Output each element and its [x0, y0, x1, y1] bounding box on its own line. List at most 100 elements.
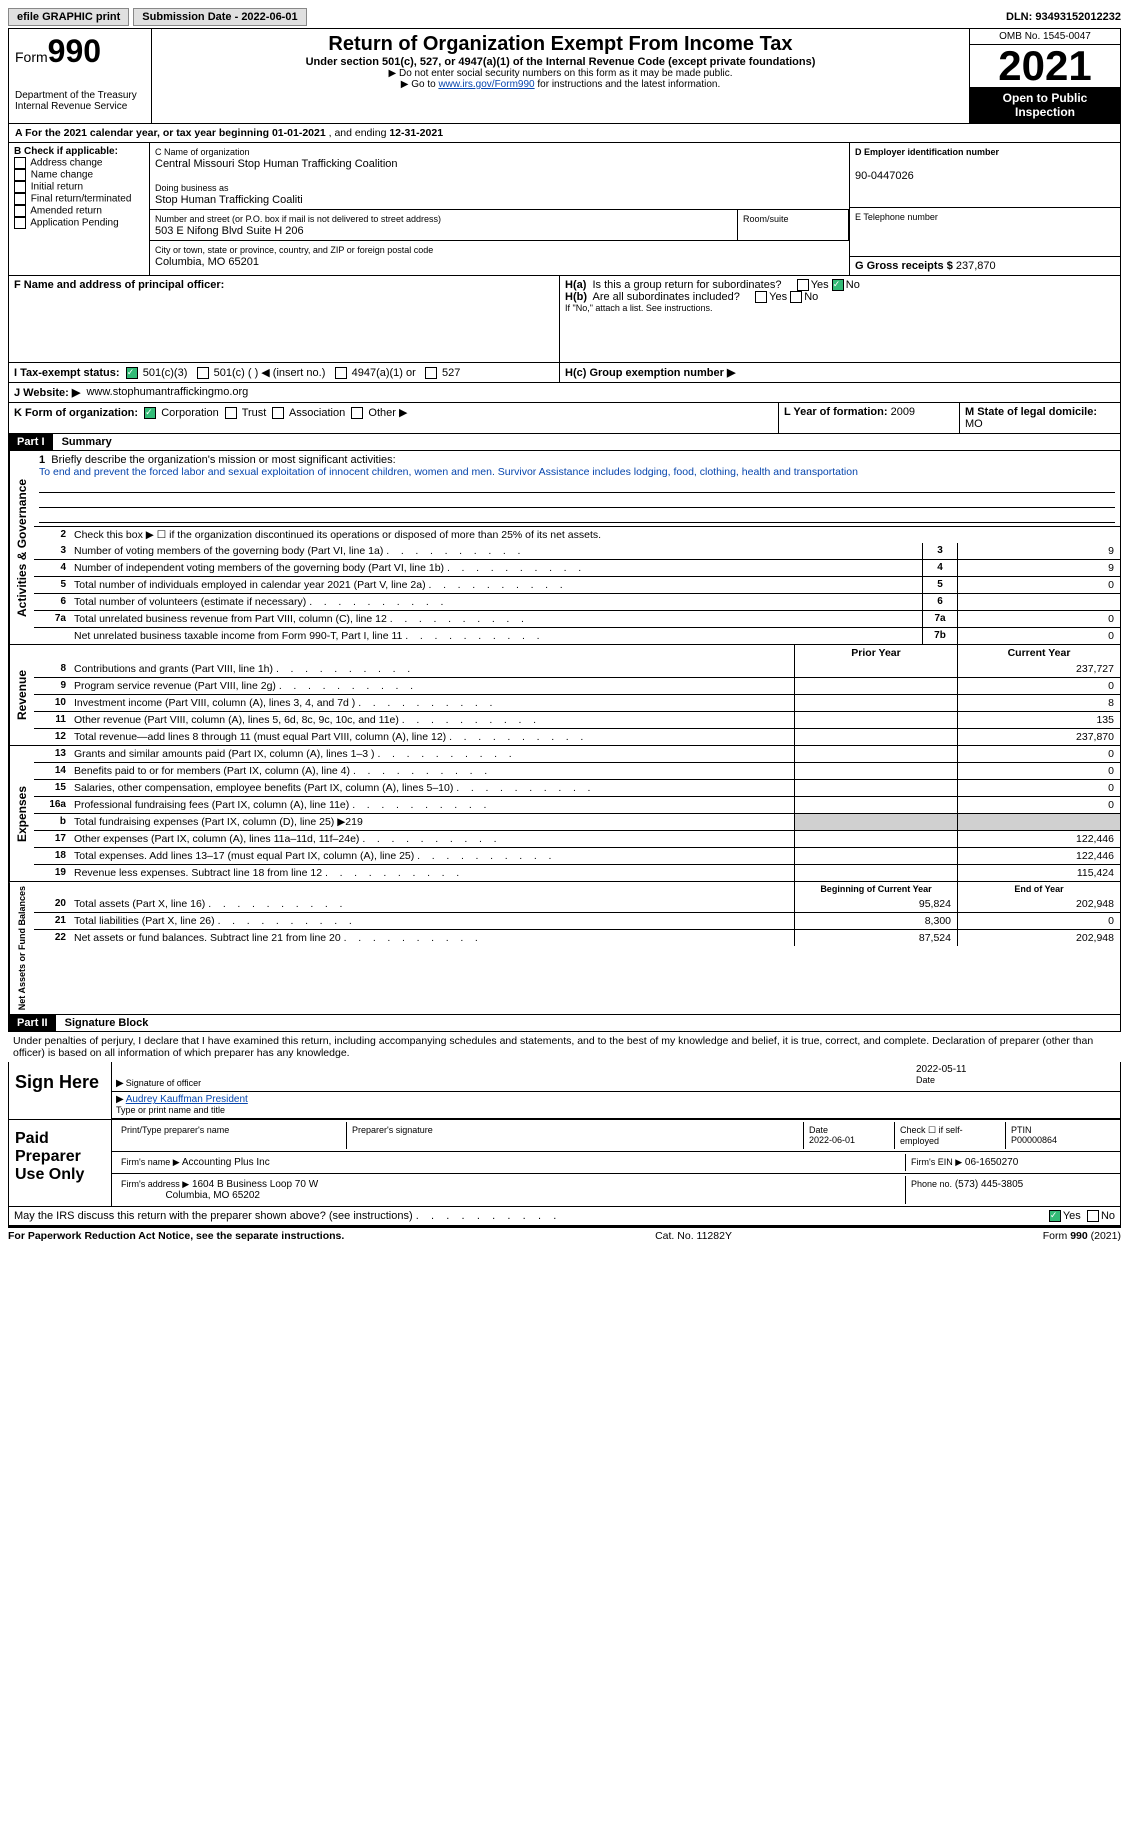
hb-no-checkbox[interactable]: [790, 291, 802, 303]
form-title: Return of Organization Exempt From Incom…: [156, 33, 965, 56]
firm-phone: (573) 445-3805: [955, 1179, 1023, 1190]
ein-label: D Employer identification number: [855, 147, 999, 157]
colb-checkbox[interactable]: [14, 205, 26, 217]
ein-value: 90-0447026: [855, 170, 914, 182]
top-toolbar: efile GRAPHIC print Submission Date - 20…: [8, 8, 1121, 26]
part2-header: Part II Signature Block: [8, 1015, 1121, 1032]
summary-line: 3Number of voting members of the governi…: [34, 543, 1120, 559]
dept-treasury: Department of the Treasury: [15, 90, 145, 101]
phone-label: E Telephone number: [855, 212, 938, 222]
501c-checkbox[interactable]: [197, 367, 209, 379]
colb-checkbox[interactable]: [14, 157, 26, 169]
officer-name: Audrey Kauffman President: [126, 1094, 248, 1105]
discuss-no-checkbox[interactable]: [1087, 1210, 1099, 1222]
h-a: H(a) Is this a group return for subordin…: [565, 279, 1115, 291]
paid-preparer-label: Paid Preparer Use Only: [9, 1120, 112, 1206]
date-label: Date: [916, 1075, 935, 1085]
assoc-checkbox[interactable]: [272, 407, 284, 419]
street-value: 503 E Nifong Blvd Suite H 206: [155, 225, 304, 237]
page-footer: For Paperwork Reduction Act Notice, see …: [8, 1226, 1121, 1244]
line-2: Check this box ▶ ☐ if the organization d…: [70, 527, 1120, 543]
firm-address: 1604 B Business Loop 70 W: [192, 1179, 318, 1190]
eoy-header: End of Year: [957, 882, 1120, 896]
trust-checkbox[interactable]: [225, 407, 237, 419]
h-note: If "No," attach a list. See instructions…: [565, 303, 1115, 313]
open-to-public: Open to Public Inspection: [970, 87, 1120, 123]
firm-name: Accounting Plus Inc: [182, 1157, 270, 1168]
self-employed: Check ☐ if self-employed: [895, 1122, 1006, 1149]
ha-yes-checkbox[interactable]: [797, 279, 809, 291]
may-irs-discuss: May the IRS discuss this return with the…: [8, 1207, 1121, 1226]
street-label: Number and street (or P.O. box if mail i…: [155, 214, 441, 224]
room-label: Room/suite: [743, 214, 789, 224]
discuss-yes-checkbox[interactable]: [1049, 1210, 1061, 1222]
summary-line: 6Total number of volunteers (estimate if…: [34, 593, 1120, 610]
state-domicile-label: M State of legal domicile:: [965, 406, 1097, 418]
colb-checkbox[interactable]: [14, 181, 26, 193]
revenue-section: Revenue Prior Year Current Year 8Contrib…: [8, 645, 1121, 746]
part1-header: Part I Summary: [8, 434, 1121, 451]
city-label: City or town, state or province, country…: [155, 245, 433, 255]
colb-item: Final return/terminated: [14, 193, 144, 205]
ha-no-checkbox[interactable]: [832, 279, 844, 291]
corp-checkbox[interactable]: [144, 407, 156, 419]
hb-yes-checkbox[interactable]: [755, 291, 767, 303]
vlabel-revenue: Revenue: [9, 645, 34, 745]
form-header: Form990 Department of the Treasury Inter…: [8, 28, 1121, 124]
4947-checkbox[interactable]: [335, 367, 347, 379]
expenses-section: Expenses 13Grants and similar amounts pa…: [8, 746, 1121, 882]
tax-exempt-row: I Tax-exempt status: 501(c)(3) 501(c) ( …: [8, 363, 1121, 383]
summary-line: 14Benefits paid to or for members (Part …: [34, 762, 1120, 779]
website-row: J Website: ▶ www.stophumantraffickingmo.…: [8, 383, 1121, 403]
firm-ein: 06-1650270: [965, 1157, 1018, 1168]
dba-value: Stop Human Trafficking Coaliti: [155, 194, 303, 206]
dba-label: Doing business as: [155, 183, 229, 193]
colb-checkbox[interactable]: [14, 217, 26, 229]
colb-checkbox[interactable]: [14, 169, 26, 181]
527-checkbox[interactable]: [425, 367, 437, 379]
row-k: K Form of organization: Corporation Trus…: [8, 403, 1121, 434]
irs-link[interactable]: www.irs.gov/Form990: [438, 79, 534, 90]
form-ref: Form 990 (2021): [1043, 1230, 1121, 1242]
mission-label: Briefly describe the organization's miss…: [51, 454, 395, 466]
year-formation-label: L Year of formation:: [784, 406, 888, 418]
summary-line: 16aProfessional fundraising fees (Part I…: [34, 796, 1120, 813]
vlabel-netassets: Net Assets or Fund Balances: [9, 882, 34, 1014]
summary-line: 12Total revenue—add lines 8 through 11 (…: [34, 728, 1120, 745]
state-domicile: MO: [965, 418, 983, 430]
prep-date: 2022-06-01: [809, 1135, 855, 1145]
note-ssn: ▶ Do not enter social security numbers o…: [156, 68, 965, 79]
colb-item: Amended return: [14, 205, 144, 217]
city-value: Columbia, MO 65201: [155, 256, 259, 268]
row-j-label: J Website: ▶: [14, 386, 80, 399]
501c3-checkbox[interactable]: [126, 367, 138, 379]
colb-checkbox[interactable]: [14, 193, 26, 205]
summary-line: 15Salaries, other compensation, employee…: [34, 779, 1120, 796]
cat-no: Cat. No. 11282Y: [655, 1230, 732, 1242]
colb-item: Name change: [14, 169, 144, 181]
boy-header: Beginning of Current Year: [794, 882, 957, 896]
paid-preparer-block: Paid Preparer Use Only Print/Type prepar…: [8, 1120, 1121, 1207]
form-number: Form990: [15, 33, 145, 70]
sign-here-block: Sign Here Signature of officer 2022-05-1…: [8, 1062, 1121, 1120]
efile-print-button[interactable]: efile GRAPHIC print: [8, 8, 129, 26]
irs-label: Internal Revenue Service: [15, 101, 145, 112]
h-c: H(c) Group exemption number ▶: [565, 367, 735, 379]
other-checkbox[interactable]: [351, 407, 363, 419]
row-k-label: K Form of organization:: [14, 407, 138, 419]
type-name-label: Type or print name and title: [116, 1105, 225, 1115]
vlabel-activities: Activities & Governance: [9, 451, 34, 644]
sign-here-label: Sign Here: [9, 1062, 112, 1119]
summary-line: 19Revenue less expenses. Subtract line 1…: [34, 864, 1120, 881]
sig-date: 2022-05-11: [916, 1064, 966, 1075]
col-b-label: B Check if applicable:: [14, 146, 118, 157]
summary-line: bTotal fundraising expenses (Part IX, co…: [34, 813, 1120, 830]
summary-line: 8Contributions and grants (Part VIII, li…: [34, 661, 1120, 677]
submission-date-button[interactable]: Submission Date - 2022-06-01: [133, 8, 306, 26]
ptin: P00000864: [1011, 1135, 1057, 1145]
summary-line: 20Total assets (Part X, line 16)95,82420…: [34, 896, 1120, 912]
prep-sig-label: Preparer's signature: [347, 1122, 804, 1149]
activities-governance-section: Activities & Governance 1 Briefly descri…: [8, 451, 1121, 645]
officer-label: F Name and address of principal officer:: [14, 279, 224, 291]
summary-line: Net unrelated business taxable income fr…: [34, 627, 1120, 644]
